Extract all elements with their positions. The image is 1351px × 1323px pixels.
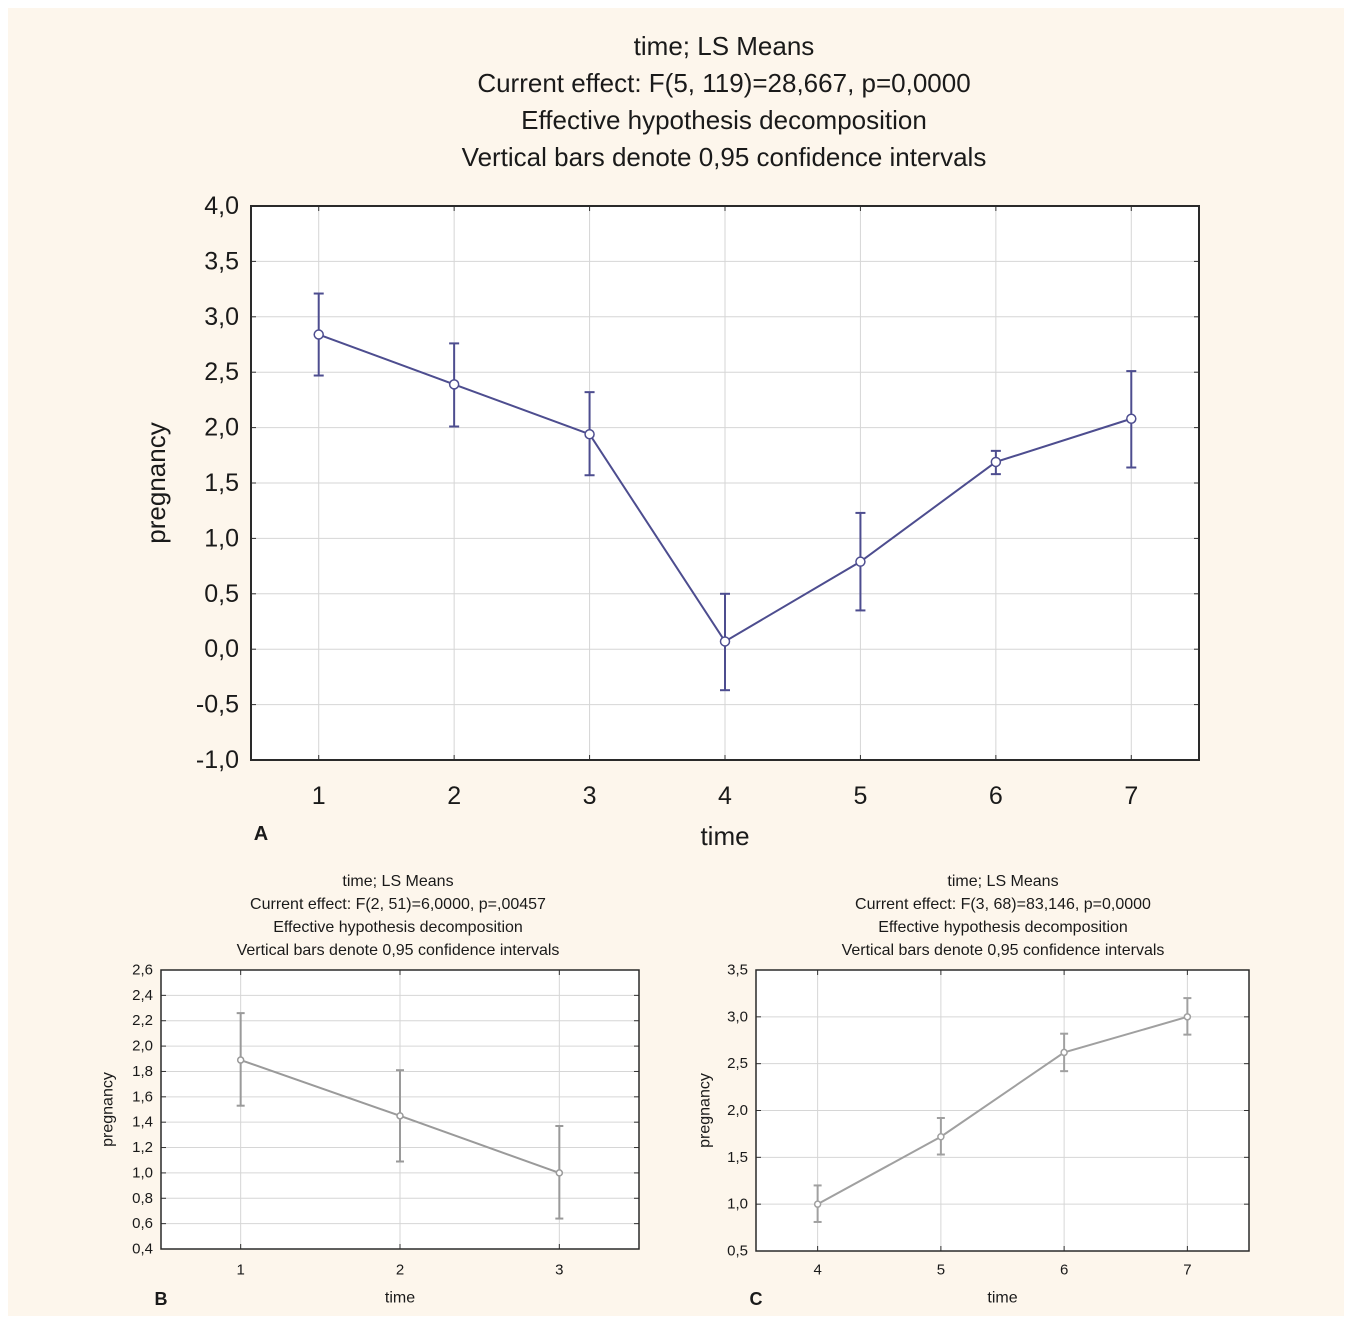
- chart-panel-b: time; LS Means Current effect: F(2, 51)=6…: [100, 873, 640, 1309]
- x-tick-label: 5: [937, 1262, 945, 1279]
- data-point: [236, 1056, 245, 1064]
- x-tick-label: 5: [853, 782, 867, 810]
- x-axis-label: time: [987, 1290, 1017, 1307]
- y-tick-label: 0,4: [132, 1241, 153, 1258]
- y-tick-label: 1,8: [132, 1063, 153, 1080]
- data-point: [855, 556, 866, 567]
- y-tick-label: 2,6: [132, 962, 153, 979]
- panel-label: C: [750, 1289, 763, 1309]
- y-tick-label: 3,0: [727, 1008, 748, 1025]
- y-tick-label: 1,0: [204, 524, 239, 552]
- y-tick-label: -1,0: [196, 746, 239, 774]
- x-axis-label: time: [700, 821, 749, 851]
- chart-panel-c: time; LS Means Current effect: F(3, 68)=8…: [697, 873, 1250, 1309]
- x-tick-label: 4: [813, 1262, 821, 1279]
- y-tick-label: 3,0: [204, 303, 239, 331]
- plot-frame: [160, 969, 640, 1250]
- data-point: [1126, 413, 1137, 424]
- chart-title-line: Current effect: F(5, 119)=28,667, p=0,00…: [477, 68, 970, 98]
- y-tick-label: 0,5: [204, 580, 239, 608]
- x-tick-label: 1: [312, 782, 326, 810]
- data-point: [396, 1112, 404, 1120]
- y-tick-label: 2,0: [132, 1038, 153, 1055]
- y-tick-label: 0,6: [132, 1215, 153, 1232]
- x-tick-label: 3: [555, 1262, 563, 1279]
- chart-title-line: Vertical bars denote 0,95 confidence int…: [842, 942, 1165, 959]
- data-point: [1183, 1013, 1192, 1021]
- plot-frame: [250, 205, 1200, 761]
- chart-title-line: Effective hypothesis decomposition: [878, 919, 1128, 936]
- y-tick-label: 1,5: [727, 1149, 748, 1166]
- y-tick-label: 1,2: [132, 1139, 153, 1156]
- chart-panel-a: time; LS Means Current effect: F(5, 119)=…: [141, 31, 1200, 851]
- data-point: [584, 428, 595, 440]
- y-tick-label: 1,6: [132, 1088, 153, 1105]
- data-point: [1060, 1048, 1068, 1057]
- x-tick-label: 1: [236, 1262, 244, 1279]
- panel-label: B: [155, 1289, 168, 1309]
- data-point: [937, 1132, 945, 1141]
- y-tick-label: -0,5: [196, 691, 239, 719]
- y-tick-label: 2,0: [204, 414, 239, 442]
- y-tick-label: 1,0: [727, 1196, 748, 1213]
- y-tick-label: 3,5: [727, 962, 748, 979]
- x-axis-label: time: [385, 1290, 415, 1307]
- chart-title-line: Current effect: F(2, 51)=6,0000, p=,0045…: [250, 896, 546, 913]
- series-line: [817, 1015, 1188, 1206]
- chart-title-line: time; LS Means: [342, 873, 453, 890]
- x-tick-label: 7: [1183, 1262, 1191, 1279]
- x-tick-label: 2: [396, 1262, 404, 1279]
- chart-title-line: Effective hypothesis decomposition: [521, 105, 927, 135]
- x-tick-label: 6: [1060, 1262, 1068, 1279]
- y-tick-label: 1,4: [132, 1114, 153, 1131]
- y-tick-label: 0,5: [727, 1243, 748, 1260]
- chart-title-line: Vertical bars denote 0,95 confidence int…: [237, 942, 560, 959]
- chart-title-line: Effective hypothesis decomposition: [273, 919, 523, 936]
- data-point: [813, 1200, 822, 1208]
- y-axis-label: pregnancy: [141, 422, 171, 543]
- y-axis-label: pregnancy: [697, 1073, 714, 1148]
- figure: time; LS Means Current effect: F(5, 119)=…: [8, 8, 1344, 1316]
- x-tick-label: 2: [447, 782, 461, 810]
- y-tick-label: 0,0: [204, 635, 239, 663]
- data-point: [313, 329, 324, 340]
- x-tick-label: 4: [718, 782, 732, 810]
- x-tick-label: 3: [583, 782, 597, 810]
- chart-title-line: time; LS Means: [947, 873, 1058, 890]
- chart-title-line: time; LS Means: [634, 31, 815, 61]
- x-tick-label: 7: [1124, 782, 1138, 810]
- chart-title-line: Current effect: F(3, 68)=83,146, p=0,000…: [855, 896, 1151, 913]
- chart-title-line: Vertical bars denote 0,95 confidence int…: [462, 142, 987, 172]
- y-tick-label: 2,2: [132, 1012, 153, 1029]
- y-tick-label: 1,0: [132, 1164, 153, 1181]
- y-tick-label: 2,4: [132, 987, 153, 1004]
- y-tick-label: 3,5: [204, 247, 239, 275]
- data-point: [555, 1169, 564, 1177]
- data-point: [719, 636, 731, 647]
- data-point: [990, 456, 1002, 468]
- y-axis-label: pregnancy: [100, 1072, 117, 1147]
- y-tick-label: 0,8: [132, 1190, 153, 1207]
- y-tick-label: 2,5: [204, 358, 239, 386]
- y-tick-label: 2,0: [727, 1102, 748, 1119]
- chart-canvas: time; LS Means Current effect: F(5, 119)=…: [100, 31, 1250, 1309]
- data-point: [448, 379, 460, 390]
- y-tick-label: 1,5: [204, 469, 239, 497]
- x-tick-label: 6: [989, 782, 1003, 810]
- panel-label: A: [254, 823, 268, 845]
- y-tick-label: 2,5: [727, 1055, 748, 1072]
- y-tick-label: 4,0: [204, 192, 239, 220]
- plot-frame: [755, 969, 1250, 1252]
